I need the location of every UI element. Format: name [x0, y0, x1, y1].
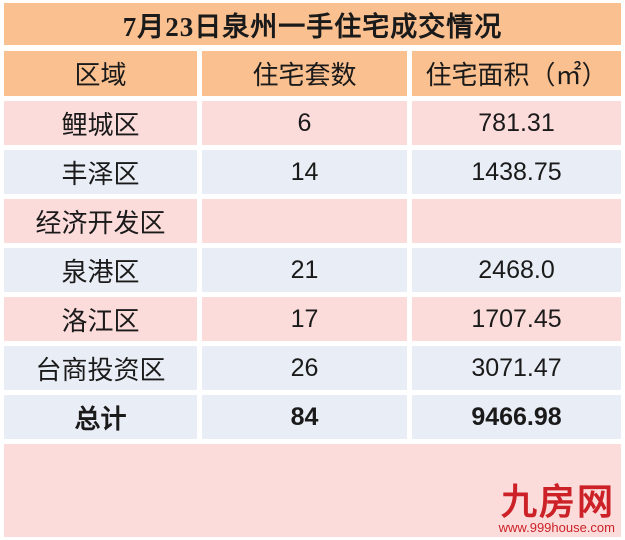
units-cell: 26 [202, 346, 407, 390]
region-cell: 丰泽区 [4, 150, 197, 194]
units-cell [202, 199, 407, 243]
table-row-jingjikaifaqu: 经济开发区 [4, 199, 621, 243]
units-cell: 14 [202, 150, 407, 194]
table-header-row: 区域 住宅套数 住宅面积（㎡） [4, 51, 621, 96]
units-cell: 6 [202, 101, 407, 145]
area-cell [412, 199, 621, 243]
area-cell: 1438.75 [412, 150, 621, 194]
header-units: 住宅套数 [202, 51, 407, 96]
area-cell: 1707.45 [412, 297, 621, 341]
header-region: 区域 [4, 51, 197, 96]
table-title: 7月23日泉州一手住宅成交情况 [4, 3, 621, 45]
table-row-luojiang: 洛江区 17 1707.45 [4, 297, 621, 341]
region-cell: 台商投资区 [4, 346, 197, 390]
jiufangwang-logo: 九房网 www.999house.com [499, 484, 615, 535]
region-cell: 经济开发区 [4, 199, 197, 243]
region-cell: 泉港区 [4, 248, 197, 292]
area-cell: 3071.47 [412, 346, 621, 390]
area-cell: 2468.0 [412, 248, 621, 292]
table-row-quangang: 泉港区 21 2468.0 [4, 248, 621, 292]
units-cell: 17 [202, 297, 407, 341]
units-cell: 21 [202, 248, 407, 292]
area-cell: 781.31 [412, 101, 621, 145]
region-cell: 鲤城区 [4, 101, 197, 145]
region-cell: 洛江区 [4, 297, 197, 341]
footer-watermark-area: 九房网 www.999house.com [4, 444, 621, 537]
logo-website-url: www.999house.com [498, 520, 615, 535]
logo-text: 九房网 [500, 482, 615, 522]
table-row-taishangtouziqu: 台商投资区 26 3071.47 [4, 346, 621, 390]
total-label: 总计 [4, 395, 197, 439]
total-area: 9466.98 [412, 395, 621, 439]
table-row-total: 总计 84 9466.98 [4, 395, 621, 439]
total-units: 84 [202, 395, 407, 439]
table-row-fengze: 丰泽区 14 1438.75 [4, 150, 621, 194]
table-row-licheng: 鲤城区 6 781.31 [4, 101, 621, 145]
header-area: 住宅面积（㎡） [412, 51, 621, 96]
